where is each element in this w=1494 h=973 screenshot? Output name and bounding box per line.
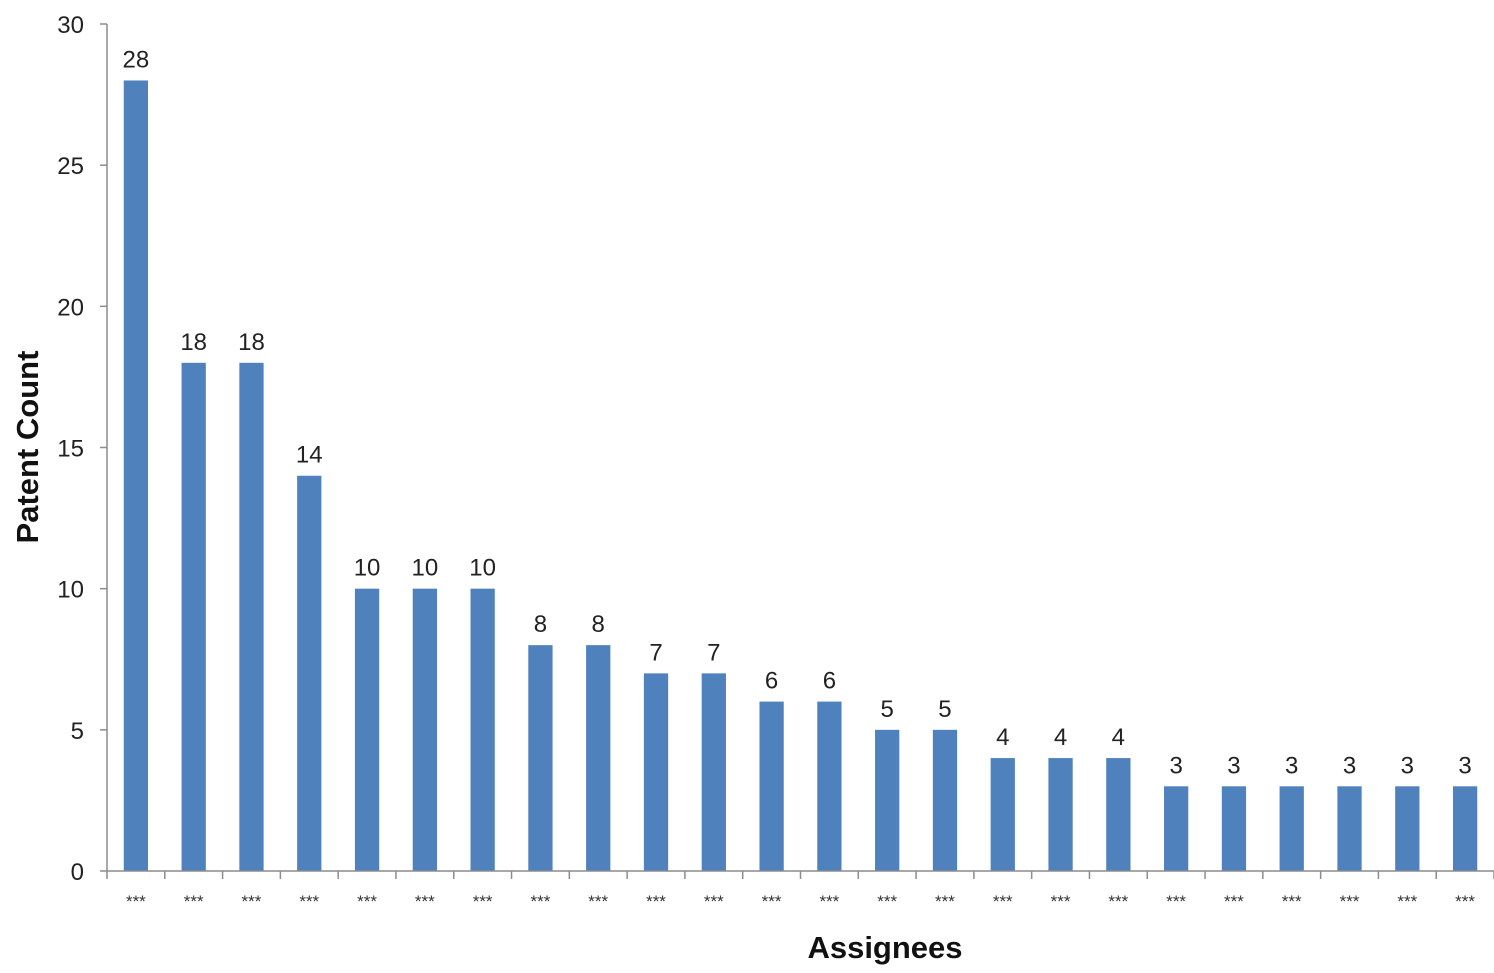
bar-value-label: 10 — [469, 555, 496, 582]
bar — [1452, 786, 1478, 871]
x-category-label: *** — [877, 892, 897, 911]
x-category-label: *** — [299, 892, 319, 911]
x-axis-title: Assignees — [807, 930, 962, 965]
y-tick-label: 15 — [57, 436, 84, 463]
bar — [1279, 786, 1304, 871]
x-category-label: *** — [473, 892, 493, 911]
bar — [528, 645, 553, 871]
y-tick-label: 5 — [71, 718, 84, 745]
x-category-label: *** — [126, 892, 146, 911]
x-category-label: *** — [819, 892, 839, 911]
bar — [354, 588, 380, 871]
y-tick-label: 10 — [57, 577, 84, 604]
bar-value-label: 8 — [534, 611, 547, 638]
bar — [990, 758, 1015, 871]
x-category-label: *** — [415, 892, 435, 911]
bar — [817, 701, 842, 871]
bar-value-label: 3 — [1401, 752, 1414, 779]
bar-value-label: 3 — [1285, 752, 1298, 779]
x-category-label: *** — [762, 892, 782, 911]
bar-value-label: 3 — [1343, 752, 1356, 779]
bar-value-label: 14 — [296, 442, 323, 469]
y-tick-label: 30 — [57, 12, 84, 39]
bar-value-label: 10 — [412, 555, 439, 582]
bar-value-label: 3 — [1169, 752, 1182, 779]
y-axis-ticks: 0 5 10 15 20 25 30 — [57, 12, 107, 886]
bar — [181, 362, 206, 871]
bar — [239, 362, 264, 871]
bar — [123, 80, 149, 871]
bar-value-label: 6 — [765, 668, 778, 695]
x-axis-ticks: *** *** *** *** *** *** *** *** *** *** *** *** *** *… — [106, 871, 1494, 911]
bar-value-label: 4 — [1054, 724, 1067, 751]
y-tick-label: 25 — [57, 153, 84, 180]
bar — [586, 645, 611, 871]
bar-value-label: 3 — [1227, 752, 1240, 779]
x-category-label: *** — [1455, 892, 1475, 911]
bar-value-label: 7 — [649, 639, 662, 666]
bar — [1395, 786, 1420, 871]
bar — [932, 729, 958, 871]
bar — [1221, 786, 1247, 871]
x-category-label: *** — [1397, 892, 1417, 911]
bar — [1048, 758, 1073, 871]
x-category-label: *** — [357, 892, 377, 911]
x-category-label: *** — [1224, 892, 1244, 911]
bar — [875, 729, 900, 871]
bar — [297, 475, 322, 871]
y-axis-title: Patent Count — [10, 351, 45, 544]
x-category-label: *** — [704, 892, 724, 911]
bars — [123, 80, 1478, 871]
x-category-label: *** — [242, 892, 262, 911]
x-category-label: *** — [184, 892, 204, 911]
bar-value-label: 4 — [996, 724, 1009, 751]
x-category-label: *** — [1051, 892, 1071, 911]
bar-value-label: 4 — [1112, 724, 1125, 751]
bar — [1337, 786, 1362, 871]
x-category-label: *** — [935, 892, 955, 911]
bar — [470, 588, 495, 871]
bar — [412, 588, 437, 871]
x-category-label: *** — [531, 892, 551, 911]
data-labels: 28 18 18 14 10 10 10 8 8 7 7 6 6 5 5 4 4 4 3 3 3 3 3 3 — [123, 46, 1472, 779]
bar-value-label: 7 — [707, 639, 720, 666]
bar — [643, 673, 669, 871]
bar-value-label: 28 — [123, 46, 150, 73]
bar-value-label: 18 — [238, 329, 265, 356]
x-category-label: *** — [646, 892, 666, 911]
bar-value-label: 6 — [823, 668, 836, 695]
bar-value-label: 10 — [354, 555, 381, 582]
y-tick-label: 20 — [57, 294, 84, 321]
bar-value-label: 8 — [592, 611, 605, 638]
bar-value-label: 3 — [1458, 752, 1471, 779]
bar — [759, 701, 784, 871]
bar-value-label: 5 — [938, 696, 951, 723]
y-tick-label: 0 — [71, 859, 84, 886]
x-category-label: *** — [1166, 892, 1186, 911]
bar-value-label: 5 — [881, 696, 894, 723]
x-category-label: *** — [588, 892, 608, 911]
bar-value-label: 18 — [180, 329, 207, 356]
bar — [701, 673, 726, 871]
x-category-label: *** — [1282, 892, 1302, 911]
x-category-label: *** — [993, 892, 1013, 911]
x-category-label: *** — [1340, 892, 1360, 911]
bar — [1164, 786, 1189, 871]
bar — [1106, 758, 1131, 871]
x-category-label: *** — [1108, 892, 1128, 911]
